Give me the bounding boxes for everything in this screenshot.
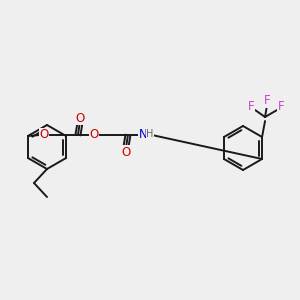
Text: H: H (146, 129, 154, 139)
Text: F: F (278, 100, 284, 113)
Text: F: F (248, 100, 254, 113)
Text: F: F (264, 94, 270, 107)
Text: O: O (89, 128, 99, 142)
Text: O: O (39, 128, 49, 142)
Text: O: O (75, 112, 85, 124)
Text: O: O (121, 146, 130, 158)
Text: N: N (139, 128, 147, 142)
